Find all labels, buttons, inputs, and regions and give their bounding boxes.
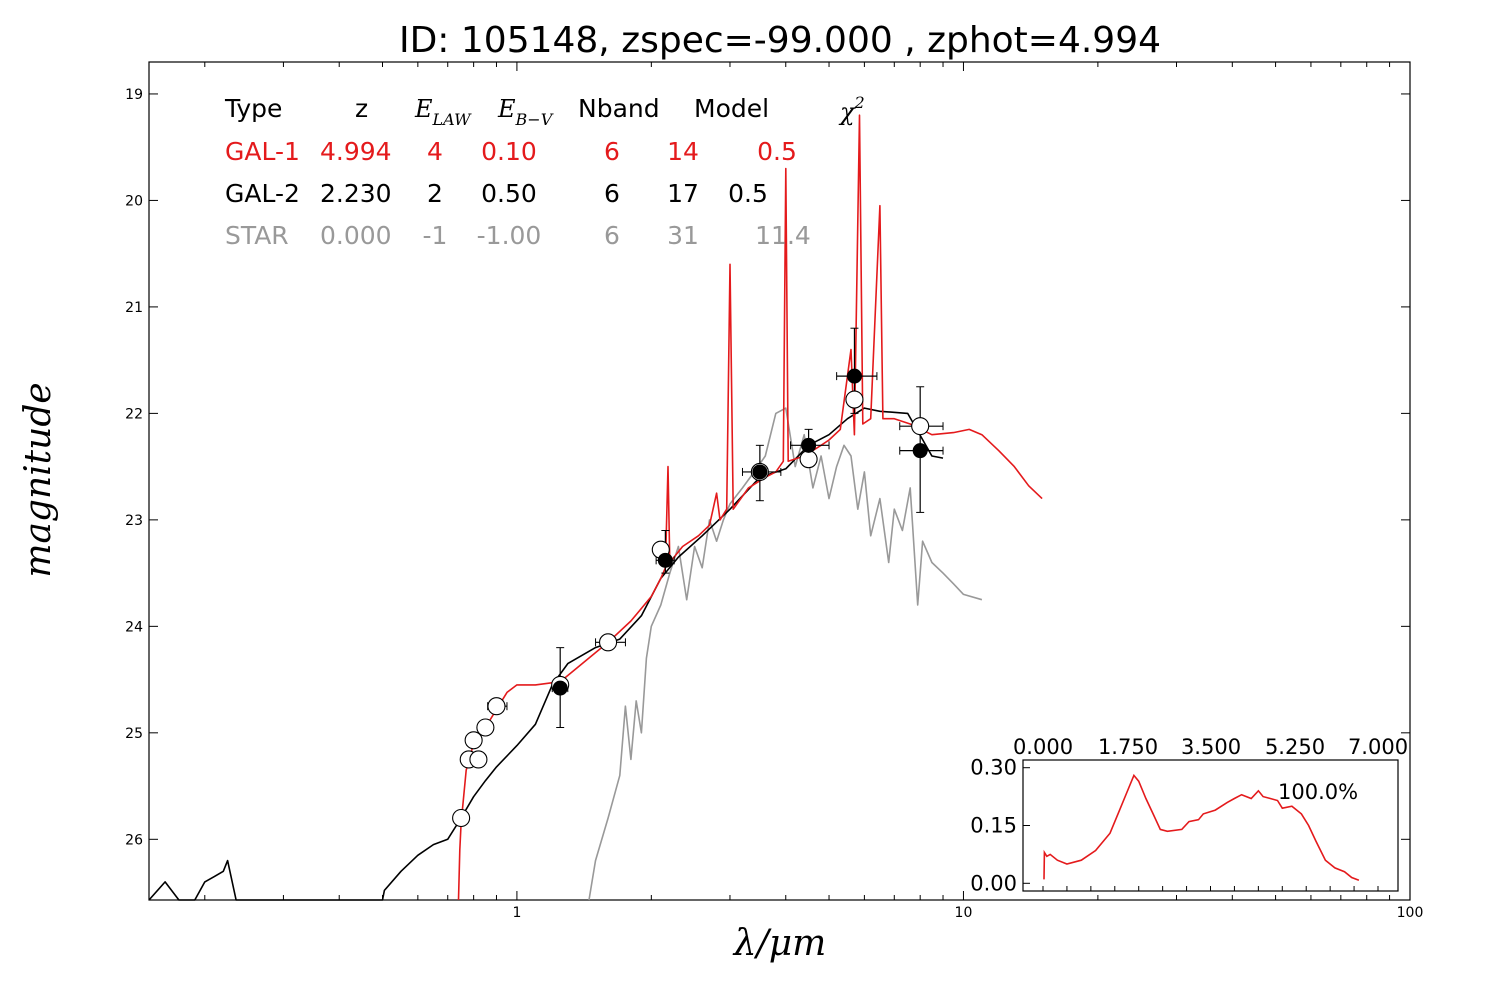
- table-cell-gal-2: 6: [604, 179, 620, 208]
- inset-x-tick-label: 5.250: [1265, 735, 1325, 759]
- inset-plot: 0.000 1.750 3.500 5.250 7.000 0.00 0.15 0.30: [970, 735, 1408, 895]
- inset-y-tick-label: 0.30: [970, 756, 1017, 780]
- y-tick-label: 25: [125, 726, 143, 742]
- table-cell-star: 0.000: [320, 221, 392, 250]
- fit-table: Type z ELAW EB−V Nband Model χ2 GAL-1 4.9…: [224, 93, 865, 250]
- model-magnitude-point: [599, 633, 618, 652]
- table-cell-star: 6: [604, 221, 620, 250]
- table-cell-gal-1: 4.994: [320, 137, 392, 166]
- x-tick-label: 10: [955, 905, 973, 921]
- table-cell-gal-2: 17: [667, 179, 699, 208]
- inset-x-tick-label: 7.000: [1348, 735, 1408, 759]
- inset-x-tick-label: 3.500: [1181, 735, 1241, 759]
- table-cell-gal-2: GAL-2: [225, 179, 300, 208]
- inset-plot-frame: [1022, 759, 1399, 892]
- inset-y-tick-label: 0.00: [970, 871, 1017, 895]
- y-tick-label: 24: [125, 619, 143, 635]
- model-magnitude-point: [452, 808, 471, 828]
- observed-magnitude-point: [552, 680, 568, 696]
- table-cell-gal-2: 0.5: [728, 179, 768, 208]
- table-cell-star: 11.4: [755, 221, 811, 250]
- series-line-gal2: [148, 407, 944, 901]
- y-tick-label: 19: [125, 87, 143, 103]
- inset-x-tick-label: 0.000: [1013, 735, 1073, 759]
- table-cell-gal-1: 0.10: [481, 137, 537, 166]
- y-axis-label: magnitude: [18, 382, 59, 577]
- table-cell-gal-2: 0.50: [481, 179, 537, 208]
- observed-magnitude-point: [912, 443, 928, 459]
- model-magnitude-point: [487, 697, 506, 716]
- y-tick-label: 22: [125, 406, 143, 422]
- main-plot-frame: [148, 61, 1411, 901]
- inset-x-tick-label: 1.750: [1098, 735, 1158, 759]
- model-magnitude-point: [845, 390, 864, 409]
- series-line-star: [588, 407, 983, 901]
- inset-annotation: 100.0%: [1278, 780, 1358, 804]
- table-cell-star: -1.00: [477, 221, 542, 250]
- y-tick-label: 23: [125, 513, 143, 529]
- x-tick-label: 1: [512, 905, 521, 921]
- observed-magnitude-point: [801, 437, 817, 453]
- table-header-chi2: χ2: [838, 93, 865, 126]
- x-tick-label: 100: [1397, 905, 1424, 921]
- model-magnitude-point: [476, 718, 495, 737]
- table-cell-star: 31: [667, 221, 699, 250]
- inset-y-tick-label: 0.15: [970, 814, 1017, 838]
- table-cell-gal-1: 14: [667, 137, 699, 166]
- inset-pdf-line: [1043, 773, 1360, 881]
- y-tick-label: 26: [125, 832, 143, 848]
- observed-magnitude-point: [752, 464, 768, 480]
- model-magnitude-point: [464, 731, 483, 750]
- model-magnitude-point: [911, 417, 930, 436]
- series-line-gal1: [457, 114, 1043, 901]
- table-cell-gal-2: 2.230: [320, 179, 392, 208]
- y-tick-label: 20: [125, 193, 143, 209]
- table-cell-gal-1: 4: [427, 137, 443, 166]
- table-header-model: Model: [694, 94, 769, 123]
- model-magnitude-point: [469, 750, 488, 769]
- table-header-elaw: ELAW: [414, 95, 472, 129]
- observed-magnitude-point: [657, 552, 673, 568]
- table-header-type: Type: [224, 94, 282, 123]
- model-magnitude-point: [799, 450, 818, 469]
- table-header-nband: Nband: [578, 94, 660, 123]
- x-axis-label: λ/μm: [732, 923, 826, 964]
- table-cell-gal-2: 2: [427, 179, 443, 208]
- table-header-z: z: [355, 94, 368, 123]
- table-rows: GAL-1 4.994 4 0.10 6 14 0.5 GAL-2 2.230 2 0.50 6 17 0…: [225, 137, 811, 250]
- table-cell-gal-1: 0.5: [757, 137, 797, 166]
- chart-title: ID: 105148, zspec=-99.000 , zphot=4.994: [399, 20, 1161, 61]
- table-header-ebv: EB−V: [497, 95, 554, 129]
- table-cell-gal-1: GAL-1: [225, 137, 300, 166]
- table-cell-star: -1: [423, 221, 448, 250]
- table-cell-star: STAR: [225, 221, 289, 250]
- observed-magnitude-point: [846, 368, 862, 384]
- table-cell-gal-1: 6: [604, 137, 620, 166]
- y-tick-label: 21: [125, 300, 143, 316]
